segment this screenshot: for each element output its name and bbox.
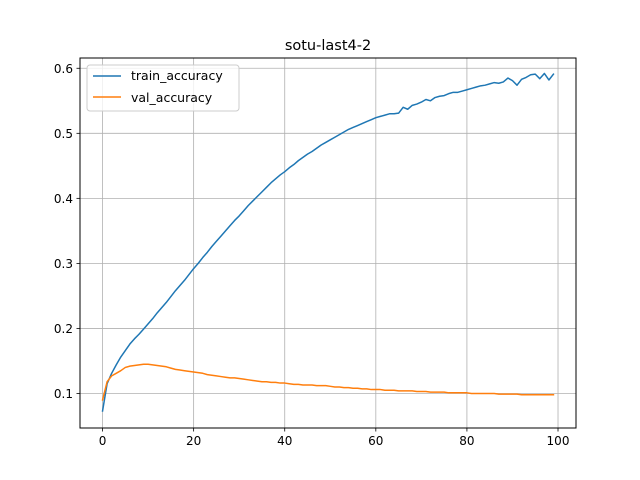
x-tick-label: 40 (277, 434, 292, 448)
axis-ticks: 0 20 40 60 80 100 0.1 0.2 0.3 0.4 0.5 0.6 (54, 62, 570, 448)
y-tick-label: 0.5 (54, 127, 73, 141)
plot-area-frame (79, 57, 577, 429)
series-line-val-accuracy (101, 363, 555, 401)
x-tick-label: 0 (99, 434, 107, 448)
legend-box (86, 64, 240, 112)
x-tick-label: 20 (186, 434, 201, 448)
x-tick-label: 60 (368, 434, 383, 448)
legend: train_accuracy val_accuracy (86, 64, 240, 112)
x-tick-label: 100 (547, 434, 570, 448)
y-tick-label: 0.6 (54, 62, 73, 76)
grid (80, 58, 576, 428)
y-tick-label: 0.2 (54, 322, 73, 336)
chart-title: sotu-last4-2 (285, 38, 371, 54)
legend-label-train-accuracy: train_accuracy (131, 68, 223, 83)
series-lines (101, 72, 555, 412)
y-tick-label: 0.3 (54, 257, 73, 271)
x-tick-label: 80 (459, 434, 474, 448)
legend-label-val-accuracy: val_accuracy (131, 90, 213, 105)
series-line-train-accuracy (101, 72, 555, 412)
y-tick-label: 0.4 (54, 192, 73, 206)
y-tick-label: 0.1 (54, 387, 73, 401)
